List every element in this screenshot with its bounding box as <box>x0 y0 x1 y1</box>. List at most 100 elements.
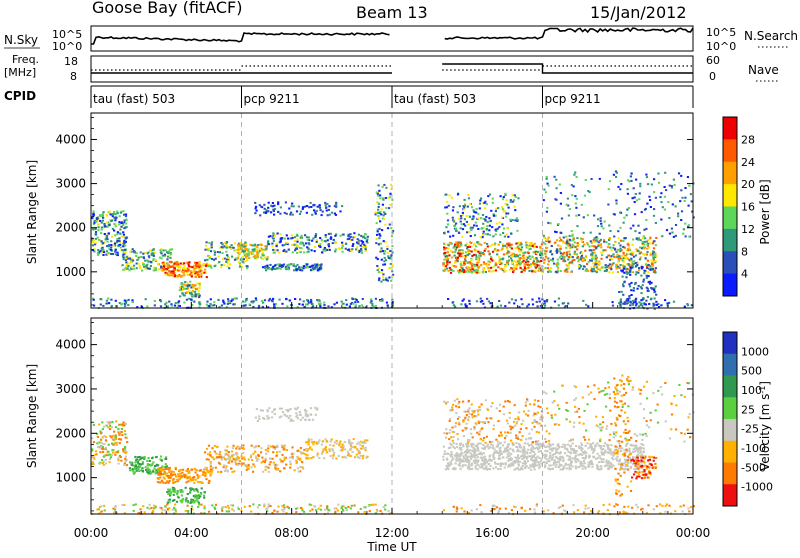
heatmap-cell <box>135 503 137 505</box>
heatmap-cell <box>280 206 282 208</box>
heatmap-cell <box>269 505 271 507</box>
heatmap-cell <box>322 211 324 213</box>
heatmap-cell <box>303 244 305 246</box>
heatmap-cell <box>302 466 304 468</box>
heatmap-cell <box>119 229 121 231</box>
heatmap-cell <box>452 270 454 272</box>
heatmap-cell <box>161 460 163 462</box>
heatmap-cell <box>630 180 632 182</box>
heatmap-cell <box>227 265 229 267</box>
heatmap-cell <box>618 267 620 269</box>
heatmap-cell <box>325 446 327 448</box>
heatmap-cell <box>602 249 604 251</box>
heatmap-cell <box>213 304 215 306</box>
heatmap-cell <box>557 245 559 247</box>
heatmap-cell <box>357 238 359 240</box>
heatmap-cell <box>214 445 216 447</box>
heatmap-cell <box>267 210 269 212</box>
heatmap-cell <box>571 457 573 459</box>
heatmap-cell <box>264 245 266 247</box>
heatmap-cell <box>117 450 119 452</box>
heatmap-cell <box>260 257 262 259</box>
heatmap-cell <box>627 248 629 250</box>
heatmap-cell <box>575 467 577 469</box>
heatmap-cell <box>447 298 449 300</box>
heatmap-cell <box>619 458 621 460</box>
heatmap-cell <box>634 283 636 285</box>
heatmap-cell <box>320 505 322 507</box>
heatmap-cell <box>169 499 171 501</box>
heatmap-cell <box>97 224 99 226</box>
heatmap-cell <box>269 264 271 266</box>
heatmap-cell <box>285 415 287 417</box>
heatmap-cell <box>605 264 607 266</box>
heatmap-cell <box>166 465 168 467</box>
heatmap-cell <box>306 266 308 268</box>
heatmap-cell <box>507 236 509 238</box>
heatmap-cell <box>311 303 313 305</box>
heatmap-cell <box>101 448 103 450</box>
heatmap-cell <box>632 239 634 241</box>
heatmap-cell <box>640 239 642 241</box>
heatmap-cell <box>286 305 288 307</box>
heatmap-cell <box>548 237 550 239</box>
heatmap-cell <box>206 259 208 261</box>
heatmap-cell <box>124 458 126 460</box>
heatmap-cell <box>576 253 578 255</box>
heatmap-cell <box>205 265 207 267</box>
heatmap-cell <box>618 448 620 450</box>
heatmap-cell <box>160 305 162 307</box>
heatmap-cell <box>112 213 114 215</box>
heatmap-cell <box>646 277 648 279</box>
heatmap-cell <box>169 470 171 472</box>
heatmap-cell <box>234 259 236 261</box>
heatmap-cell <box>653 247 655 249</box>
heatmap-cell <box>680 189 682 191</box>
heatmap-cell <box>167 481 169 483</box>
heatmap-cell <box>114 243 116 245</box>
heatmap-cell <box>687 304 689 306</box>
heatmap-cell <box>173 471 175 473</box>
heatmap-cell <box>296 210 298 212</box>
heatmap-cell <box>237 456 239 458</box>
heatmap-cell <box>210 250 212 252</box>
heatmap-cell <box>192 488 194 490</box>
heatmap-cell <box>192 477 194 479</box>
heatmap-cell <box>99 215 101 217</box>
heatmap-cell <box>208 459 210 461</box>
heatmap-cell <box>573 237 575 239</box>
heatmap-cell <box>127 265 129 267</box>
heatmap-cell <box>133 468 135 470</box>
heatmap-cell <box>294 236 296 238</box>
heatmap-cell <box>503 228 505 230</box>
heatmap-cell <box>571 194 573 196</box>
heatmap-cell <box>377 209 379 211</box>
heatmap-cell <box>572 465 574 467</box>
nave-tick-high: 60 <box>706 54 720 67</box>
heatmap-cell <box>328 448 330 450</box>
heatmap-cell <box>196 489 198 491</box>
heatmap-cell <box>583 232 585 234</box>
heatmap-cell <box>160 507 162 509</box>
heatmap-cell <box>126 226 128 228</box>
heatmap-cell <box>548 241 550 243</box>
heatmap-cell <box>559 250 561 252</box>
heatmap-cell <box>654 254 656 256</box>
heatmap-cell <box>627 193 629 195</box>
heatmap-cell <box>359 444 361 446</box>
heatmap-cell <box>478 272 480 274</box>
heatmap-cell <box>618 237 620 239</box>
heatmap-cell <box>378 267 380 269</box>
heatmap-cell <box>109 428 111 430</box>
heatmap-cell <box>225 449 227 451</box>
heatmap-cell <box>605 270 607 272</box>
heatmap-cell <box>100 432 102 434</box>
heatmap-cell <box>505 216 507 218</box>
heatmap-cell <box>514 209 516 211</box>
heatmap-cell <box>138 263 140 265</box>
heatmap-cell <box>102 242 104 244</box>
heatmap-cell <box>551 253 553 255</box>
heatmap-cell <box>547 222 549 224</box>
heatmap-cell <box>528 304 530 306</box>
heatmap-cell <box>129 467 131 469</box>
